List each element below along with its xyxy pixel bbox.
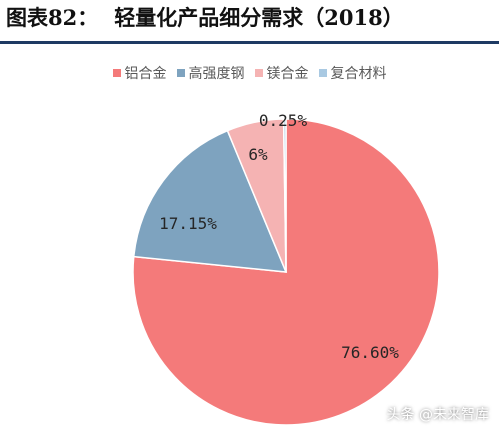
pie-slice (132, 129, 288, 273)
legend-label: 铝合金 (124, 66, 167, 82)
legend-item: 复合材料 (318, 63, 387, 83)
chart-legend: 铝合金 高强度钢 镁合金 复合材料 (0, 63, 499, 83)
legend-label: 复合材料 (330, 66, 387, 82)
legend-swatch (318, 69, 327, 77)
legend-swatch (112, 69, 121, 77)
legend-label: 镁合金 (266, 66, 309, 82)
data-label: 17.15% (159, 214, 217, 233)
data-label: 6% (248, 145, 268, 164)
title-divider (0, 41, 499, 44)
legend-label: 高强度钢 (188, 66, 245, 82)
pie-slice (282, 118, 287, 273)
legend-item: 高强度钢 (176, 63, 245, 83)
figure-title: 轻量化产品细分需求（2018） (114, 5, 404, 30)
data-label: 0.25% (259, 111, 308, 130)
legend-item: 铝合金 (112, 63, 167, 83)
data-label: 76.60% (341, 343, 399, 362)
legend-swatch (254, 69, 263, 77)
figure-label: 图表82： (6, 5, 99, 30)
chart-title: 图表82： 轻量化产品细分需求（2018） (6, 2, 404, 32)
legend-item: 镁合金 (254, 63, 309, 83)
legend-swatch (176, 69, 185, 77)
watermark: 头条 @未来智库 (386, 407, 489, 423)
